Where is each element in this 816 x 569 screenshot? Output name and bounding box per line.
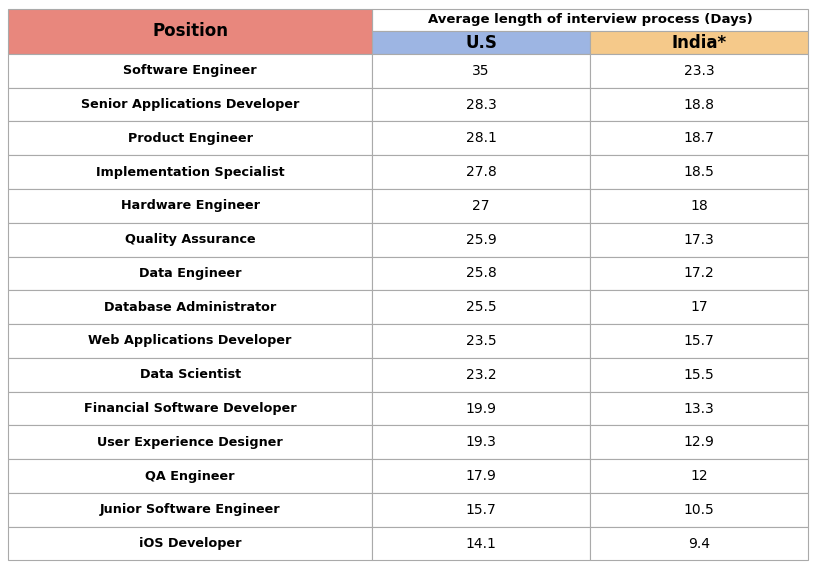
Bar — [590, 31, 808, 54]
Bar — [590, 426, 808, 459]
Text: 35: 35 — [472, 64, 490, 78]
Bar — [590, 189, 808, 223]
Bar — [8, 459, 372, 493]
Text: Product Engineer: Product Engineer — [127, 132, 253, 145]
Bar — [372, 223, 590, 257]
Bar — [8, 88, 372, 122]
Text: Database Administrator: Database Administrator — [104, 300, 276, 314]
Bar — [590, 223, 808, 257]
Text: iOS Developer: iOS Developer — [139, 537, 242, 550]
Text: 18.5: 18.5 — [684, 165, 714, 179]
Bar — [8, 122, 372, 155]
Text: 27: 27 — [472, 199, 490, 213]
Bar — [372, 527, 590, 560]
Bar — [8, 9, 372, 54]
Text: 18: 18 — [690, 199, 707, 213]
Text: 15.5: 15.5 — [684, 368, 714, 382]
Text: Junior Software Engineer: Junior Software Engineer — [100, 504, 281, 516]
Bar — [372, 358, 590, 391]
Bar — [8, 358, 372, 391]
Bar — [372, 54, 590, 88]
Bar — [372, 290, 590, 324]
Bar — [590, 88, 808, 122]
Text: Position: Position — [152, 22, 228, 40]
Text: 28.1: 28.1 — [466, 131, 496, 145]
Bar — [590, 257, 808, 290]
Text: Implementation Specialist: Implementation Specialist — [95, 166, 285, 179]
Bar — [372, 31, 590, 54]
Text: Software Engineer: Software Engineer — [123, 64, 257, 77]
Bar — [8, 426, 372, 459]
Bar — [590, 122, 808, 155]
Text: U.S: U.S — [465, 34, 497, 52]
Text: 12: 12 — [690, 469, 707, 483]
Bar — [590, 459, 808, 493]
Text: 23.2: 23.2 — [466, 368, 496, 382]
Bar — [590, 527, 808, 560]
Text: 10.5: 10.5 — [684, 503, 714, 517]
Text: Quality Assurance: Quality Assurance — [125, 233, 255, 246]
Bar — [8, 493, 372, 527]
Text: 17.2: 17.2 — [684, 266, 714, 281]
Bar — [8, 324, 372, 358]
Bar — [590, 54, 808, 88]
Bar — [590, 358, 808, 391]
Bar — [372, 9, 808, 31]
Bar — [8, 527, 372, 560]
Bar — [372, 493, 590, 527]
Bar — [372, 459, 590, 493]
Text: 17.3: 17.3 — [684, 233, 714, 247]
Bar — [372, 189, 590, 223]
Text: 17.9: 17.9 — [466, 469, 496, 483]
Bar — [372, 122, 590, 155]
Text: 25.5: 25.5 — [466, 300, 496, 314]
Text: 12.9: 12.9 — [684, 435, 714, 450]
Bar — [372, 257, 590, 290]
Text: 14.1: 14.1 — [466, 537, 496, 551]
Text: User Experience Designer: User Experience Designer — [97, 436, 283, 449]
Text: 23.5: 23.5 — [466, 334, 496, 348]
Bar — [372, 88, 590, 122]
Text: 19.9: 19.9 — [465, 402, 496, 415]
Text: 25.9: 25.9 — [466, 233, 496, 247]
Text: Average length of interview process (Days): Average length of interview process (Day… — [428, 14, 752, 26]
Bar — [8, 257, 372, 290]
Bar — [8, 54, 372, 88]
Text: 27.8: 27.8 — [466, 165, 496, 179]
Bar — [590, 493, 808, 527]
Text: 23.3: 23.3 — [684, 64, 714, 78]
Bar — [372, 426, 590, 459]
Text: Senior Applications Developer: Senior Applications Developer — [81, 98, 299, 111]
Text: 17: 17 — [690, 300, 707, 314]
Bar — [590, 391, 808, 426]
Bar — [372, 324, 590, 358]
Bar — [8, 223, 372, 257]
Text: QA Engineer: QA Engineer — [145, 469, 235, 483]
Text: Financial Software Developer: Financial Software Developer — [84, 402, 296, 415]
Text: India*: India* — [672, 34, 726, 52]
Text: Web Applications Developer: Web Applications Developer — [88, 335, 292, 348]
Text: 18.7: 18.7 — [684, 131, 714, 145]
Bar — [590, 155, 808, 189]
Bar — [8, 290, 372, 324]
Bar — [8, 391, 372, 426]
Bar — [372, 391, 590, 426]
Text: 19.3: 19.3 — [466, 435, 496, 450]
Bar — [590, 290, 808, 324]
Bar — [372, 155, 590, 189]
Text: 13.3: 13.3 — [684, 402, 714, 415]
Text: 18.8: 18.8 — [683, 98, 714, 112]
Text: Data Scientist: Data Scientist — [140, 368, 241, 381]
Text: Hardware Engineer: Hardware Engineer — [121, 199, 259, 212]
Text: 28.3: 28.3 — [466, 98, 496, 112]
Bar — [8, 189, 372, 223]
Text: 25.8: 25.8 — [466, 266, 496, 281]
Text: 9.4: 9.4 — [688, 537, 710, 551]
Text: 15.7: 15.7 — [684, 334, 714, 348]
Text: 15.7: 15.7 — [466, 503, 496, 517]
Bar — [590, 324, 808, 358]
Bar — [8, 155, 372, 189]
Text: Data Engineer: Data Engineer — [139, 267, 242, 280]
